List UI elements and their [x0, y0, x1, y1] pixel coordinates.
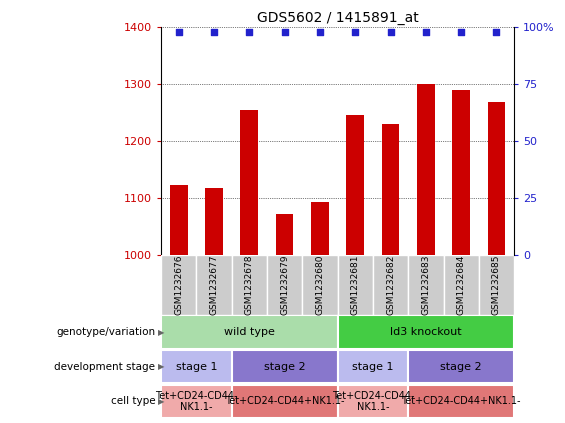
Point [245, 29, 254, 36]
Text: genotype/variation: genotype/variation [56, 327, 155, 337]
Text: GSM1232678: GSM1232678 [245, 255, 254, 316]
Bar [232, 350, 337, 383]
Text: ▶: ▶ [158, 397, 165, 406]
Bar [205, 188, 223, 255]
Bar [346, 115, 364, 255]
Text: GSM1232681: GSM1232681 [351, 255, 360, 316]
Text: cell type: cell type [111, 396, 155, 407]
Text: GSM1232684: GSM1232684 [457, 255, 466, 315]
Point [386, 29, 395, 36]
Text: Tet+CD24-CD44+NK1.1-: Tet+CD24-CD44+NK1.1- [401, 396, 521, 407]
Text: stage 1: stage 1 [352, 362, 394, 372]
Bar [373, 255, 408, 315]
Point [421, 29, 431, 36]
Point [457, 29, 466, 36]
Bar [337, 350, 408, 383]
Text: GSM1232677: GSM1232677 [210, 255, 219, 316]
Text: GSM1232682: GSM1232682 [386, 255, 395, 315]
Text: wild type: wild type [224, 327, 275, 337]
Text: ▶: ▶ [158, 362, 165, 371]
Bar [408, 255, 444, 315]
Bar [337, 255, 373, 315]
Bar [241, 110, 258, 255]
Point [492, 29, 501, 36]
Bar [337, 316, 514, 349]
Bar [232, 385, 337, 418]
Bar [302, 255, 337, 315]
Bar [444, 255, 479, 315]
Text: GSM1232685: GSM1232685 [492, 255, 501, 316]
Text: GSM1232676: GSM1232676 [174, 255, 183, 316]
Bar [232, 255, 267, 315]
Point [351, 29, 360, 36]
Text: Tet+CD24-CD44-
NK1.1-: Tet+CD24-CD44- NK1.1- [155, 390, 238, 412]
Bar [197, 255, 232, 315]
Text: ld3 knockout: ld3 knockout [390, 327, 462, 337]
Text: stage 2: stage 2 [264, 362, 306, 372]
Bar [161, 350, 232, 383]
Bar [161, 316, 337, 349]
Text: development stage: development stage [54, 362, 155, 372]
Text: Tet+CD24-CD44+NK1.1-: Tet+CD24-CD44+NK1.1- [225, 396, 345, 407]
Bar [337, 385, 408, 418]
Text: Tet+CD24-CD44-
NK1.1-: Tet+CD24-CD44- NK1.1- [332, 390, 414, 412]
Text: stage 1: stage 1 [176, 362, 217, 372]
Point [280, 29, 289, 36]
Text: GSM1232680: GSM1232680 [315, 255, 324, 316]
Bar [408, 385, 514, 418]
Point [210, 29, 219, 36]
Text: GSM1232683: GSM1232683 [421, 255, 431, 316]
Title: GDS5602 / 1415891_at: GDS5602 / 1415891_at [257, 11, 419, 25]
Bar [276, 214, 293, 255]
Point [174, 29, 183, 36]
Bar [453, 90, 470, 255]
Bar [479, 255, 514, 315]
Bar [408, 350, 514, 383]
Bar [417, 85, 434, 255]
Bar [161, 255, 197, 315]
Bar [382, 124, 399, 255]
Bar [161, 385, 232, 418]
Text: ▶: ▶ [158, 327, 165, 337]
Text: stage 2: stage 2 [440, 362, 482, 372]
Bar [311, 203, 329, 255]
Text: GSM1232679: GSM1232679 [280, 255, 289, 316]
Bar [170, 185, 188, 255]
Bar [488, 102, 505, 255]
Bar [267, 255, 302, 315]
Point [315, 29, 324, 36]
